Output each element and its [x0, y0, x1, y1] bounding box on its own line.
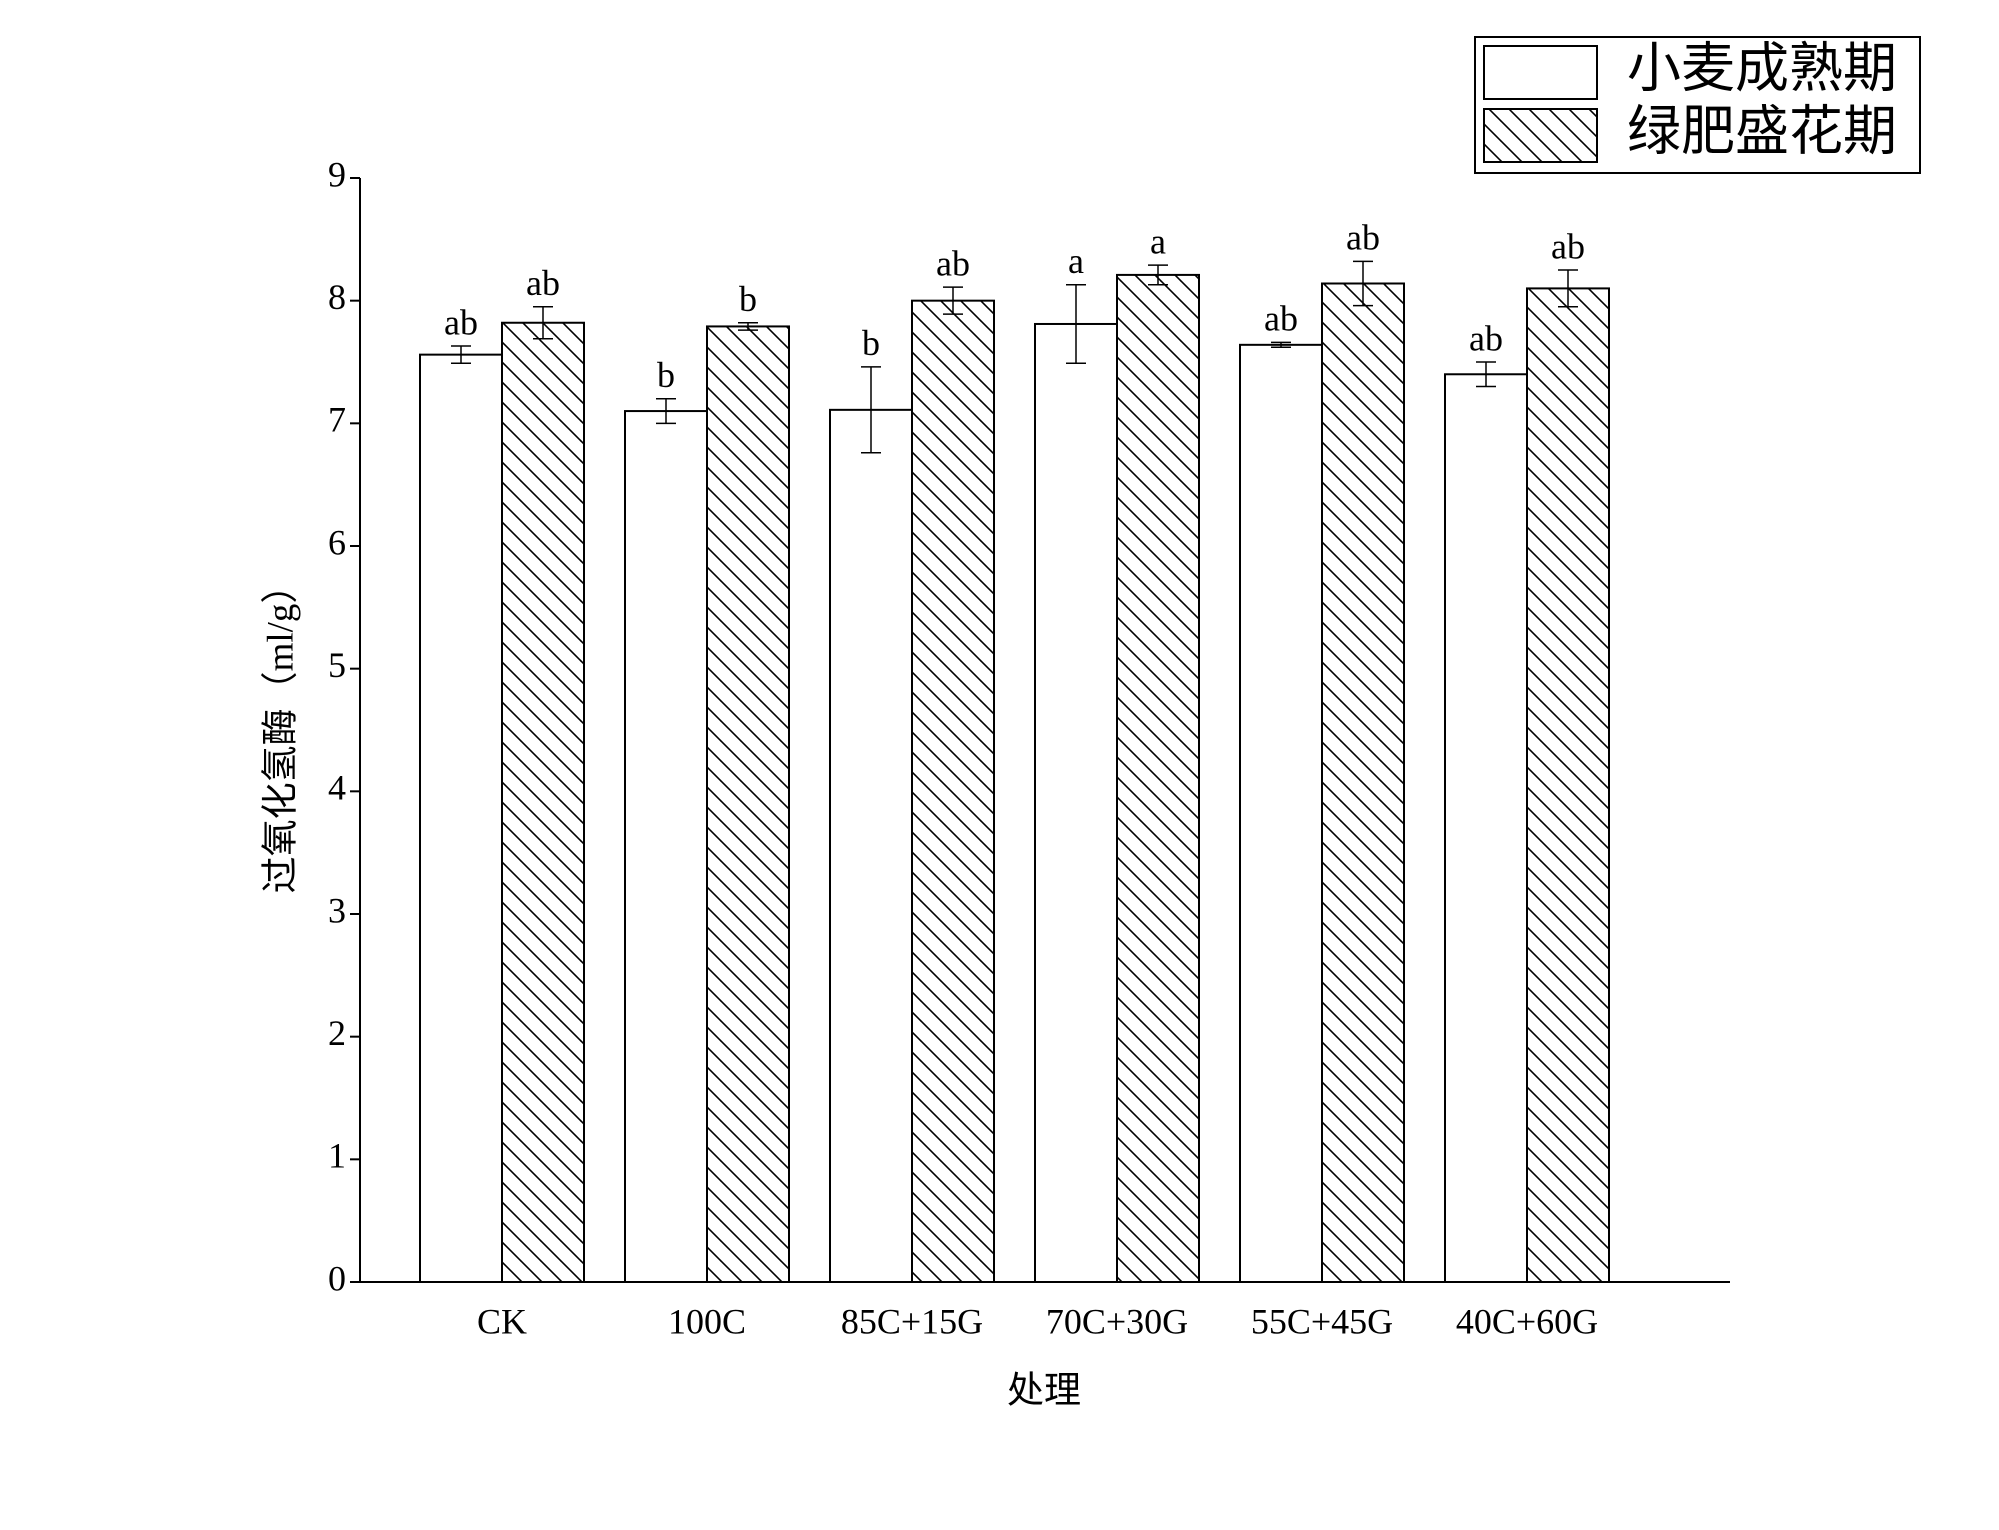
significance-label: a	[1150, 221, 1166, 261]
bar	[1116, 273, 1200, 1283]
error-bar	[861, 366, 881, 454]
y-tick-label: 0	[328, 1258, 346, 1298]
x-tick-label: 85C+15G	[841, 1301, 983, 1341]
x-tick-label: 100C	[668, 1301, 746, 1341]
bar	[1034, 322, 1118, 1283]
error-bar	[451, 345, 471, 364]
error-bar	[943, 286, 963, 315]
significance-label: ab	[1264, 299, 1298, 339]
error-bar	[656, 398, 676, 425]
error-bar	[1271, 341, 1291, 349]
bar	[624, 410, 708, 1284]
bar	[419, 353, 503, 1283]
legend-label: 小麦成熟期	[1627, 38, 1897, 98]
y-tick-label: 4	[328, 768, 346, 808]
y-tick-label: 8	[328, 277, 346, 317]
error-bar	[1476, 361, 1496, 388]
y-tick-label: 9	[328, 154, 346, 194]
significance-label: a	[1068, 241, 1084, 281]
error-bar	[1558, 269, 1578, 308]
error-bar	[1148, 264, 1168, 286]
legend-label: 绿肥盛花期	[1627, 101, 1897, 161]
bar	[911, 299, 995, 1283]
x-tick-label: 70C+30G	[1046, 1301, 1188, 1341]
y-tick-label: 3	[328, 890, 346, 930]
y-tick-label: 2	[328, 1013, 346, 1053]
bar	[1239, 343, 1323, 1283]
significance-label: ab	[1346, 218, 1380, 258]
error-bar	[1353, 260, 1373, 307]
y-tick-label: 6	[328, 522, 346, 562]
bar	[501, 321, 585, 1284]
bar	[829, 408, 913, 1283]
significance-label: ab	[526, 263, 560, 303]
significance-label: ab	[936, 243, 970, 283]
significance-label: b	[739, 279, 757, 319]
legend-swatch	[1483, 45, 1598, 100]
bar	[1526, 287, 1610, 1283]
error-bar	[738, 321, 758, 331]
bar	[1321, 282, 1405, 1283]
y-axis-label: 过氧化氢酶（ml/g）	[259, 567, 301, 894]
x-axis-label: 处理	[1007, 1370, 1081, 1411]
significance-label: ab	[1469, 318, 1503, 358]
y-tick-label: 7	[328, 400, 346, 440]
bar	[706, 325, 790, 1283]
y-tick-label: 5	[328, 645, 346, 685]
error-bar	[1066, 283, 1086, 364]
significance-label: b	[862, 323, 880, 363]
error-bar	[533, 306, 553, 340]
bar	[1444, 373, 1528, 1283]
significance-label: ab	[1551, 226, 1585, 266]
legend-swatch	[1483, 108, 1598, 163]
x-tick-label: 55C+45G	[1251, 1301, 1393, 1341]
significance-label: ab	[444, 302, 478, 342]
y-tick-label: 1	[328, 1136, 346, 1176]
x-tick-label: CK	[477, 1301, 527, 1341]
significance-label: b	[657, 355, 675, 395]
x-tick-label: 40C+60G	[1456, 1301, 1598, 1341]
